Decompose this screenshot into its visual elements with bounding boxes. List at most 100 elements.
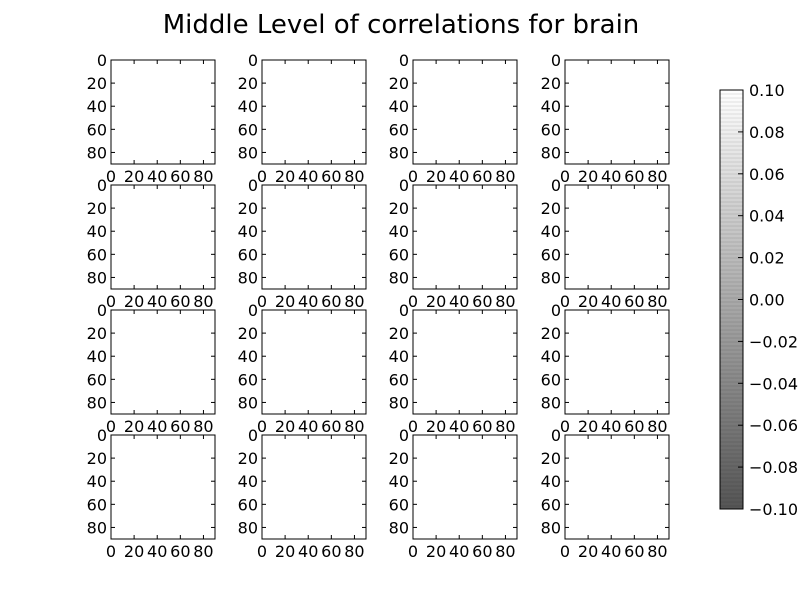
y-tick-label: 20: [238, 74, 258, 93]
x-tick-label: 0: [106, 417, 116, 436]
x-tick-label: 40: [147, 417, 167, 436]
x-tick-label: 20: [426, 167, 446, 186]
y-tick-label: 0: [399, 176, 409, 195]
x-tick-label: 0: [408, 417, 418, 436]
x-tick-label: 40: [601, 167, 621, 186]
y-tick-label: 0: [97, 301, 107, 320]
y-tick-label: 20: [389, 74, 409, 93]
y-tick-label: 20: [238, 199, 258, 218]
x-tick-label: 0: [408, 292, 418, 311]
x-tick-label: 60: [624, 167, 644, 186]
heatmap-image: [111, 185, 215, 289]
y-tick-label: 40: [87, 222, 107, 241]
x-tick-label: 0: [257, 292, 267, 311]
y-tick-label: 80: [541, 393, 561, 412]
y-tick-label: 60: [541, 120, 561, 139]
x-tick-label: 80: [193, 417, 213, 436]
y-tick-label: 60: [389, 495, 409, 514]
heatmap-image: [413, 310, 517, 414]
y-tick-label: 40: [87, 97, 107, 116]
x-tick-label: 60: [624, 292, 644, 311]
x-tick-label: 40: [298, 292, 318, 311]
colorbar-tick-label: 0.08: [749, 123, 785, 142]
x-tick-label: 0: [560, 542, 570, 561]
x-tick-label: 80: [193, 542, 213, 561]
x-tick-label: 40: [601, 417, 621, 436]
x-tick-label: 40: [298, 167, 318, 186]
heatmap-image: [111, 310, 215, 414]
y-tick-label: 20: [389, 449, 409, 468]
heatmap-image: [565, 435, 669, 539]
x-tick-label: 20: [426, 292, 446, 311]
subplot-frame: [564, 434, 670, 540]
x-tick-label: 0: [257, 417, 267, 436]
heatmap-image: [262, 310, 366, 414]
x-tick-label: 40: [601, 292, 621, 311]
subplot-frame: [110, 309, 216, 415]
x-tick-label: 40: [147, 292, 167, 311]
colorbar-gradient: [720, 90, 743, 509]
y-tick-label: 20: [87, 449, 107, 468]
x-tick-label: 20: [426, 417, 446, 436]
x-tick-label: 40: [147, 542, 167, 561]
x-tick-label: 0: [560, 167, 570, 186]
y-tick-label: 60: [541, 245, 561, 264]
y-tick-label: 80: [389, 393, 409, 412]
y-tick-label: 0: [399, 426, 409, 445]
y-tick-label: 40: [238, 347, 258, 366]
x-tick-label: 60: [321, 417, 341, 436]
x-tick-label: 80: [647, 292, 667, 311]
y-tick-label: 0: [248, 176, 258, 195]
subplot-frame: [261, 59, 367, 165]
x-tick-label: 20: [124, 417, 144, 436]
heatmap-image: [413, 185, 517, 289]
subplot-frame: [564, 59, 670, 165]
x-tick-label: 60: [321, 167, 341, 186]
colorbar-tick-label: 0.10: [749, 81, 785, 100]
y-tick-label: 20: [541, 199, 561, 218]
y-tick-label: 40: [238, 472, 258, 491]
subplot-frame: [261, 184, 367, 290]
y-tick-label: 40: [389, 97, 409, 116]
x-tick-label: 80: [647, 167, 667, 186]
y-tick-label: 20: [541, 324, 561, 343]
y-tick-label: 40: [87, 472, 107, 491]
x-tick-label: 60: [472, 417, 492, 436]
colorbar-tick-label: −0.06: [749, 416, 798, 435]
y-tick-label: 40: [238, 97, 258, 116]
y-tick-label: 80: [238, 518, 258, 537]
y-tick-label: 40: [238, 222, 258, 241]
y-tick-label: 80: [238, 143, 258, 162]
y-tick-label: 80: [389, 518, 409, 537]
y-tick-label: 80: [389, 268, 409, 287]
y-tick-label: 0: [248, 301, 258, 320]
x-tick-label: 20: [275, 167, 295, 186]
x-tick-label: 0: [408, 542, 418, 561]
y-tick-label: 20: [389, 324, 409, 343]
x-tick-label: 20: [578, 167, 598, 186]
y-tick-label: 60: [389, 370, 409, 389]
x-tick-label: 0: [560, 292, 570, 311]
y-tick-label: 60: [541, 370, 561, 389]
subplot-frame: [110, 434, 216, 540]
x-tick-label: 80: [344, 292, 364, 311]
subplot-frame: [412, 184, 518, 290]
heatmap-image: [413, 60, 517, 164]
subplot-frame: [564, 309, 670, 415]
y-tick-label: 40: [389, 472, 409, 491]
x-tick-label: 40: [449, 167, 469, 186]
y-tick-label: 60: [238, 120, 258, 139]
x-tick-label: 40: [298, 542, 318, 561]
x-tick-label: 0: [257, 542, 267, 561]
y-tick-label: 0: [551, 426, 561, 445]
y-tick-label: 0: [551, 301, 561, 320]
